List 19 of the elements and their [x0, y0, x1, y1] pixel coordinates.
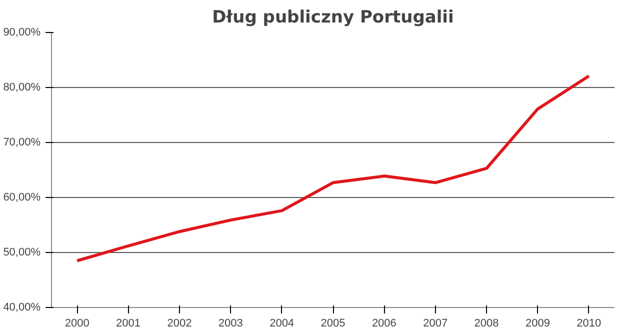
- y-tick-label: 90,00%: [3, 26, 41, 38]
- x-tick-label: 2007: [423, 318, 448, 329]
- x-tick-label: 2004: [270, 318, 294, 329]
- x-tick-label: 2001: [116, 318, 141, 329]
- y-tick-label: 60,00%: [3, 192, 41, 204]
- y-tick-label: 50,00%: [3, 246, 41, 258]
- x-tick-label: 2009: [525, 318, 550, 329]
- y-tick-label: 80,00%: [3, 82, 41, 94]
- x-tick-label: 2005: [320, 318, 346, 329]
- x-tick-label: 2003: [218, 318, 243, 329]
- x-tick-label: 2000: [64, 318, 90, 329]
- line-series: [76, 74, 590, 262]
- x-tick-label: 2002: [167, 318, 192, 329]
- chart-title: Dług publiczny Portugalii: [212, 8, 454, 28]
- x-tick-label: 2006: [372, 318, 396, 329]
- y-tick-label: 40,00%: [3, 302, 41, 314]
- x-tick-label: 2008: [474, 318, 499, 329]
- x-tick-label: 2010: [576, 318, 602, 329]
- y-tick-label: 70,00%: [3, 136, 41, 148]
